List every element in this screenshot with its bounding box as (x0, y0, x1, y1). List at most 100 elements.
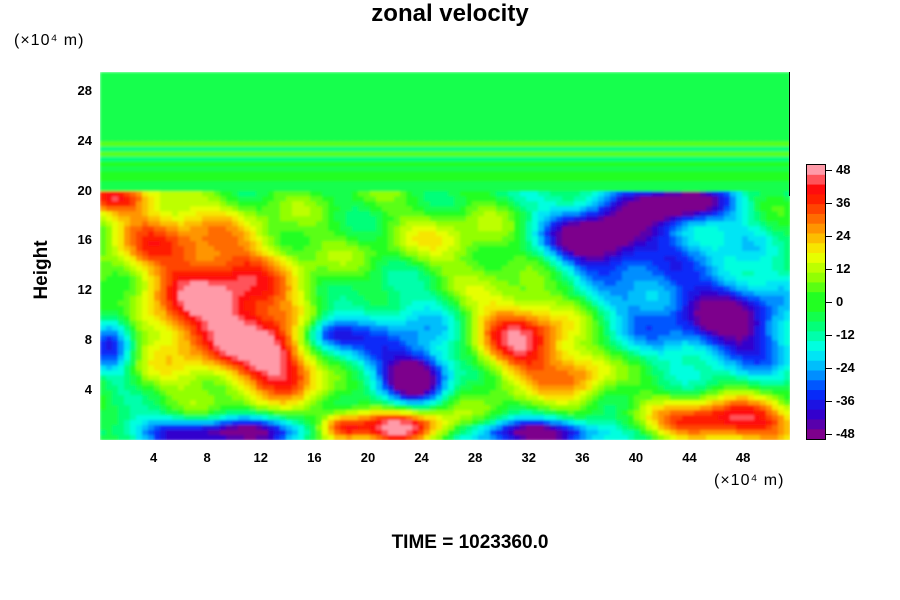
heatmap-cell (304, 121, 311, 128)
heatmap-cell (178, 156, 185, 163)
heatmap-cell (514, 201, 521, 207)
heatmap-cell (616, 116, 623, 123)
heatmap-cell (784, 156, 790, 163)
heatmap-cell (142, 151, 149, 158)
heatmap-cell (316, 86, 323, 93)
heatmap-cell (202, 280, 209, 287)
heatmap-cell (310, 280, 317, 287)
heatmap-cell (334, 206, 341, 212)
heatmap-cell (442, 96, 449, 103)
heatmap-cell (280, 121, 287, 128)
heatmap-cell (304, 136, 311, 143)
heatmap-cell (508, 131, 515, 138)
heatmap-cell (370, 151, 377, 158)
heatmap-cell (178, 236, 185, 242)
heatmap-cell (286, 86, 293, 93)
heatmap-cell (646, 256, 653, 262)
heatmap-cell (706, 186, 713, 192)
heatmap-cell (772, 131, 779, 138)
heatmap-cell (178, 76, 185, 83)
heatmap-cell (502, 191, 509, 197)
heatmap-cell (220, 141, 227, 148)
heatmap-cell (616, 221, 623, 227)
heatmap-cell (100, 226, 107, 232)
heatmap-cell (160, 151, 167, 158)
heatmap-cell (562, 280, 569, 287)
heatmap-cell (706, 161, 713, 168)
heatmap-cell (346, 246, 353, 252)
heatmap-cell (748, 191, 755, 197)
heatmap-cell (436, 76, 443, 83)
heatmap-cell (772, 231, 779, 237)
heatmap-cell (598, 211, 605, 217)
heatmap-cell (418, 96, 425, 103)
heatmap-cell (316, 81, 323, 88)
heatmap-cell (340, 96, 347, 103)
heatmap-cell (622, 251, 629, 257)
heatmap-cell (328, 201, 335, 207)
heatmap-cell (172, 280, 179, 287)
heatmap-cell (610, 86, 617, 93)
heatmap-cell (616, 206, 623, 212)
heatmap-cell (280, 241, 287, 247)
heatmap-cell (382, 116, 389, 123)
heatmap-cell (196, 196, 203, 202)
heatmap-cell (568, 141, 575, 148)
heatmap-cell (178, 136, 185, 143)
heatmap-cell (346, 251, 353, 257)
heatmap-cell (376, 280, 383, 287)
heatmap-cell (382, 81, 389, 88)
heatmap-cell (364, 246, 371, 252)
heatmap-cell (730, 216, 737, 222)
heatmap-cell (526, 216, 533, 222)
heatmap-cell (580, 136, 587, 143)
heatmap-cell (370, 251, 377, 257)
heatmap-cell (148, 176, 155, 182)
heatmap-cell (478, 246, 485, 252)
heatmap-cell (346, 156, 353, 163)
heatmap-cell (604, 186, 611, 192)
heatmap-cell (424, 206, 431, 212)
heatmap-cell (142, 141, 149, 148)
heatmap-cell (598, 146, 605, 153)
heatmap-cell (454, 76, 461, 83)
heatmap-cell (214, 146, 221, 153)
heatmap-cell (718, 280, 725, 287)
heatmap-cell (688, 86, 695, 93)
heatmap-cell (406, 176, 413, 182)
heatmap-cell (214, 280, 221, 287)
heatmap-cell (436, 216, 443, 222)
heatmap-cell (574, 216, 581, 222)
heatmap-cell (568, 126, 575, 133)
heatmap-cell (670, 251, 677, 257)
heatmap-cell (736, 126, 743, 133)
heatmap-cell (226, 260, 233, 267)
heatmap-cell (658, 221, 665, 227)
heatmap-cell (754, 111, 761, 118)
heatmap-cell (208, 76, 215, 83)
heatmap-cell (262, 196, 269, 202)
heatmap-cell (154, 270, 161, 277)
heatmap-cell (694, 171, 701, 178)
heatmap-cell (682, 96, 689, 103)
heatmap-cell (490, 211, 497, 217)
heatmap-cell (730, 181, 737, 187)
heatmap-cell (760, 81, 767, 88)
heatmap-cell (364, 221, 371, 227)
heatmap-cell (196, 201, 203, 207)
heatmap-cell (358, 246, 365, 252)
heatmap-cell (688, 141, 695, 148)
heatmap-cell (658, 81, 665, 88)
heatmap-cell (400, 265, 407, 272)
heatmap-cell (118, 151, 125, 158)
heatmap-cell (712, 201, 719, 207)
heatmap-cell (490, 201, 497, 207)
heatmap-cell (178, 211, 185, 217)
heatmap-cell (688, 81, 695, 88)
heatmap-cell (286, 121, 293, 128)
heatmap-cell (598, 176, 605, 182)
heatmap-cell (544, 126, 551, 133)
heatmap-cell (754, 221, 761, 227)
heatmap-cell (340, 275, 347, 282)
heatmap-cell (376, 201, 383, 207)
